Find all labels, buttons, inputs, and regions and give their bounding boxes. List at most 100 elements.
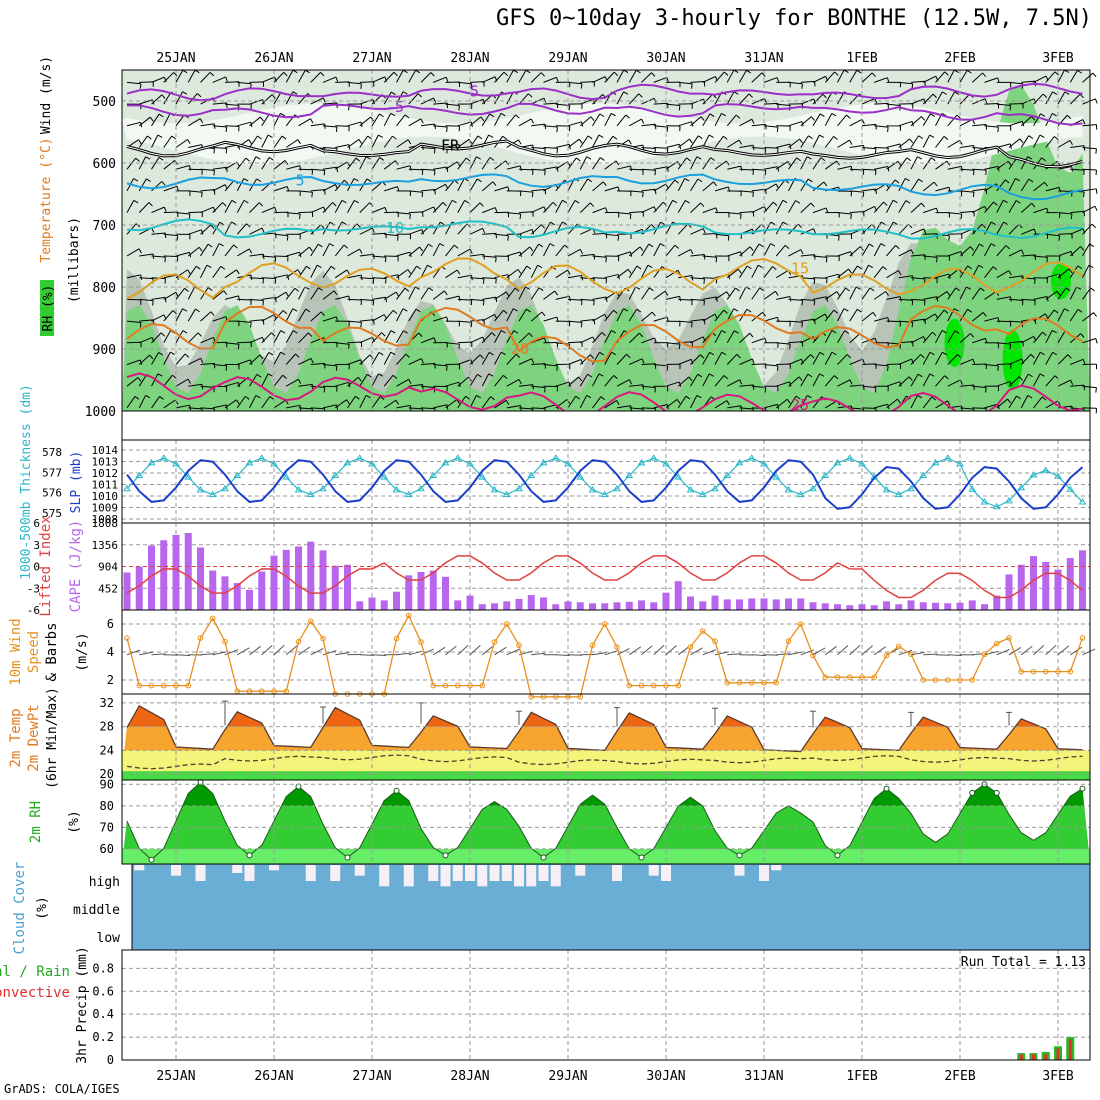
wind-barb — [347, 200, 355, 213]
wind-barb-feather — [955, 287, 961, 292]
wind-barb — [163, 399, 176, 409]
wind-barb — [910, 395, 918, 409]
wind-barb — [984, 201, 995, 213]
wind-barb — [824, 375, 835, 387]
wind-barb-feather — [972, 192, 975, 198]
wind-barb — [531, 363, 546, 365]
wind-barb-feather — [404, 287, 410, 292]
wind-barb-feather — [170, 351, 175, 356]
wind-barb — [800, 178, 809, 192]
wind-barb — [690, 135, 699, 148]
wind-barb — [776, 103, 791, 106]
wind-barb-10m — [690, 647, 703, 656]
wind-barb — [592, 296, 607, 300]
wind-barb-10m — [555, 654, 570, 656]
wind-barb — [1021, 335, 1034, 344]
wind-barb — [408, 246, 420, 257]
wind-barb — [506, 379, 520, 387]
wind-barb — [138, 178, 147, 192]
wind-barb — [383, 135, 393, 148]
wind-barb — [824, 330, 833, 344]
wind-barb — [151, 94, 163, 105]
wind-barb — [1008, 298, 1024, 301]
wind-barb — [1070, 210, 1085, 214]
wind-barb — [739, 168, 754, 171]
wind-barb-feather — [660, 221, 666, 226]
cloud-high-clear — [538, 865, 549, 881]
wind-barb — [690, 298, 705, 301]
wind-barb-feather — [248, 248, 253, 254]
wind-barb — [530, 311, 543, 322]
wind-barb-feather — [861, 119, 865, 125]
wind-barb — [567, 298, 583, 301]
wind-barb-feather — [440, 221, 445, 226]
wind-barb-feather — [366, 373, 372, 378]
wind-barb-feather — [1095, 188, 1098, 194]
cape-bar — [160, 540, 168, 610]
wind-barb-feather — [544, 170, 546, 176]
wind-barb — [335, 381, 349, 387]
wind-barb-feather — [654, 387, 656, 393]
wind-barb-feather — [456, 161, 461, 167]
wind-barb — [959, 210, 974, 214]
wind-barb — [812, 181, 825, 192]
wind-barb-10m — [494, 646, 507, 656]
wind-barb — [261, 255, 276, 258]
wind-barb-feather — [593, 300, 595, 306]
wind-barb — [886, 160, 899, 170]
wind-barb-feather — [943, 309, 949, 314]
cloud-high-clear — [269, 865, 279, 871]
wind-barb — [935, 352, 943, 365]
wind-barb — [555, 244, 565, 257]
wind-barb — [408, 308, 417, 322]
wind-barb — [469, 395, 477, 409]
cloud-high-clear — [305, 865, 316, 881]
pressure-tick: 1000 — [85, 405, 116, 420]
wind-barb — [163, 233, 178, 237]
wind-barb — [959, 144, 974, 148]
wind-barb — [1070, 358, 1084, 365]
wind-barb — [1008, 376, 1020, 387]
wind-barb-feather — [770, 221, 776, 226]
wind-barb-feather — [526, 308, 531, 313]
wind-barb — [335, 81, 350, 83]
wind-barb-feather — [980, 287, 985, 292]
wind-barb — [531, 385, 546, 388]
wind-barb — [1082, 243, 1090, 257]
wind-barb — [1057, 354, 1069, 365]
wind-barb — [751, 363, 766, 365]
wind-barb-feather — [292, 69, 298, 74]
wind-barb — [567, 376, 579, 387]
wind-barb — [151, 332, 162, 344]
wind-barb-feather — [206, 264, 212, 269]
wind-barb-10m — [665, 645, 677, 656]
wind-barb — [824, 136, 835, 148]
wind-barb — [849, 190, 864, 193]
wind-barb-feather — [470, 83, 473, 89]
precip-convective-bar — [1068, 1039, 1072, 1060]
wind-barb-feather — [245, 157, 250, 162]
wind-barb — [298, 211, 313, 214]
wind-barb-feather — [895, 244, 900, 250]
wind-barb — [910, 178, 919, 192]
wind-barb — [1057, 250, 1072, 257]
li-tick: 6 — [33, 517, 40, 530]
thickness-marker — [1017, 483, 1026, 491]
wind-barb — [1033, 351, 1041, 365]
wind-barb — [763, 102, 779, 105]
wind-barb — [1008, 249, 1022, 257]
wind-barb — [371, 314, 385, 322]
wind-barb — [604, 351, 612, 365]
wind-barb — [1057, 69, 1065, 83]
wind-barb-feather — [1082, 119, 1086, 125]
wind-barb-feather — [256, 373, 262, 378]
wind-barb — [714, 186, 729, 192]
wind-barb — [812, 113, 821, 127]
wind-barb-feather — [171, 135, 177, 140]
wind-barb — [151, 157, 160, 170]
wind-barb — [187, 246, 200, 257]
wind-barb — [579, 135, 589, 148]
wind-barb — [751, 97, 765, 105]
wind-barb — [543, 166, 558, 170]
wind-barb-feather — [831, 351, 837, 356]
